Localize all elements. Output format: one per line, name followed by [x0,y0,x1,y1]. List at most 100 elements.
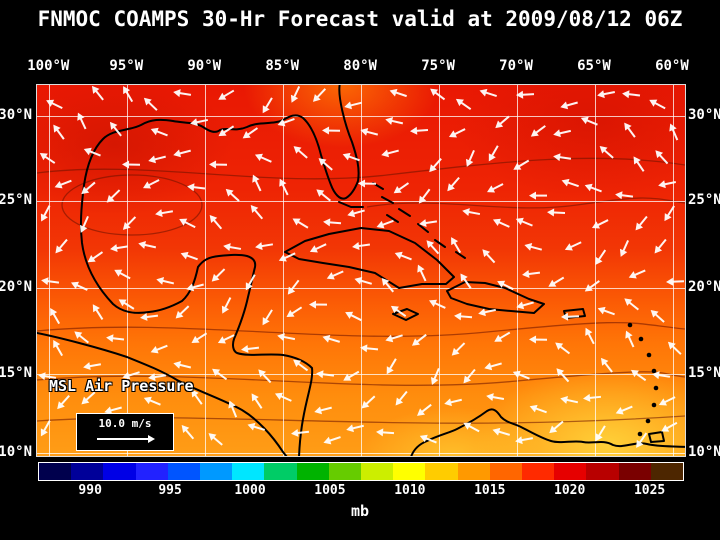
wind-arrow-icon [531,194,548,197]
gridline-meridian [49,85,51,456]
wind-arrow-icon [626,332,635,348]
wind-arrow-icon [346,102,363,108]
colorbar-tick-label: 1015 [474,483,506,498]
latitude-axis-left: 30°N 25°N 20°N 15°N 10°N [0,84,34,460]
wind-arrow-icon [181,253,198,261]
lon-label: 70°W [499,58,533,74]
colorbar-tick-label: 1020 [554,483,586,498]
lat-label: 10°N [688,444,720,461]
colorbar-segment [554,463,587,480]
wind-arrow-icon [107,337,124,341]
lat-label: 30°N [688,107,720,124]
wind-arrow-icon [378,431,395,435]
wind-arrow-icon [150,155,167,162]
wind-arrow-icon [92,87,104,102]
wind-arrow-icon [219,125,235,136]
gridline-parallel [37,287,685,289]
wind-arrow-icon [55,180,72,188]
wind-arrow-icon [531,406,548,413]
wind-arrow-icon [211,164,228,166]
wind-arrow-icon [636,432,648,447]
colorbar-tick-labels: 990 995 1000 1005 1010 1015 1020 1025 [38,483,682,499]
wind-arrow-icon [56,239,68,253]
wind-arrow-icon [378,220,395,228]
isobar-contours [37,157,685,424]
gridline-meridian [283,85,285,456]
longitude-axis: 100°W 95°W 90°W 85°W 80°W 75°W 70°W 65°W 60°W [27,58,689,78]
wind-arrow-icon [493,430,510,437]
wind-arrow-icon [514,371,530,380]
wind-arrow-icon [448,177,460,191]
wind-arrow-icon [557,369,570,383]
wind-arrow-icon [41,420,51,435]
wind-arrow-icon [120,299,135,310]
colorbar-segment [328,463,362,480]
wind-arrow-icon [517,218,533,227]
wind-arrow-icon [421,435,437,444]
lat-label: 15°N [688,365,720,381]
gridline-meridian [205,85,207,456]
wind-arrow-icon [562,398,579,404]
gridline-parallel [37,374,685,375]
wind-arrow-icon [344,371,360,381]
gridline-parallel [37,116,685,118]
wind-arrow-icon [191,119,208,124]
wind-arrow-icon [480,90,497,98]
wind-arrow-icon [483,250,496,264]
wind-arrow-icon [279,335,296,340]
wind-arrow-icon [450,128,466,138]
wind-arrow-icon [123,216,136,230]
wind-arrow-icon [140,243,157,249]
wind-arrow-icon [430,300,446,309]
colorbar-segment [135,463,168,480]
wind-arrow-icon [280,253,296,262]
wind-arrow-icon [325,436,341,443]
wind-arrow-icon [582,117,598,126]
wind-arrow-icon [53,341,64,357]
wind-arrow-icon [524,272,541,277]
colorbar-segment [232,463,265,480]
wind-arrow-icon [50,309,61,325]
wind-arrow-icon [670,124,679,141]
wind-arrow-icon [555,343,570,355]
wind-arrow-icon [361,130,378,136]
wind-arrow-icon [548,211,565,215]
wind-arrow-icon [386,334,403,341]
wind-arrow-icon [514,160,530,171]
colorbar-segment [296,463,329,480]
wind-arrow-icon [667,280,684,284]
wind-arrow-icon [323,129,340,132]
wind-arrow-icon [419,188,431,203]
wind-arrow-icon [585,396,602,400]
wind-arrow-icon [84,149,101,157]
wind-arrow-icon [353,244,370,248]
wind-arrow-icon [562,315,579,319]
colorbar-segment [650,463,684,480]
latitude-axis-right: 30°N 25°N 20°N 15°N 10°N [686,84,720,460]
wind-arrow-icon [115,269,130,279]
wind-arrow-icon [123,164,140,166]
wind-arrow-icon [464,369,476,383]
wind-arrow-icon [396,390,408,405]
wind-arrow-icon [263,309,273,325]
wind-arrow-icon [630,270,646,279]
colorbar-segment [71,463,104,480]
wind-arrow-icon [356,278,373,285]
wind-arrow-icon [156,210,173,215]
wind-arrow-icon [418,403,432,416]
wind-arrow-icon [157,278,174,285]
wind-arrow-icon [310,243,327,252]
wind-arrow-icon [319,159,333,171]
wind-arrow-icon [549,277,565,287]
colorbar-segment [425,463,458,480]
wind-arrow-icon [650,100,666,110]
lon-label: 65°W [577,58,611,74]
wind-arrow-icon [174,362,191,368]
wind-arrow-icon [293,219,309,229]
lat-label: 25°N [0,192,32,209]
colorbar-segment [361,463,394,480]
wind-arrow-icon [317,373,334,378]
wind-arrow-icon [192,332,208,343]
colorbar-segment [200,463,233,480]
